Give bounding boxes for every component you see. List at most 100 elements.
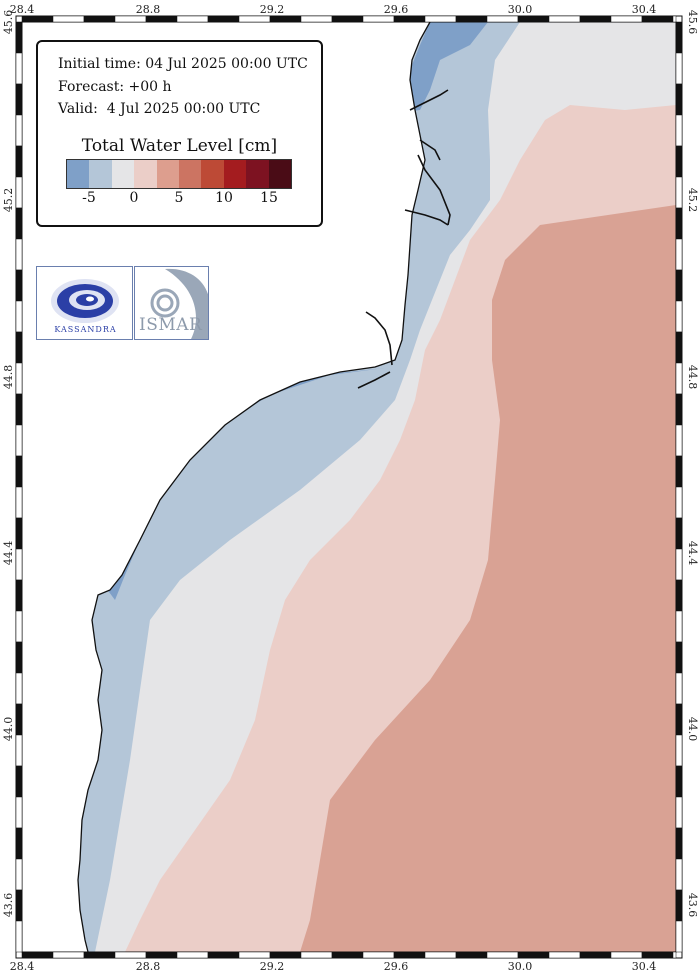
frame-tick-segment bbox=[675, 21, 683, 54]
frame-tick-segment bbox=[300, 15, 333, 23]
frame-tick-segment bbox=[579, 951, 612, 959]
frame-tick-segment bbox=[675, 331, 683, 364]
colorbar-tick-label: 0 bbox=[129, 190, 139, 206]
colorbar-swatch bbox=[89, 160, 112, 188]
frame-tick-segment bbox=[15, 300, 23, 333]
frame-tick-segment bbox=[15, 610, 23, 643]
lat-label: 45.6 bbox=[686, 10, 699, 35]
frame-tick-segment bbox=[15, 145, 23, 178]
lon-label: 29.2 bbox=[260, 3, 285, 16]
lon-label: 28.8 bbox=[136, 3, 161, 16]
colorbar-swatch bbox=[223, 160, 247, 188]
frame-tick-segment bbox=[331, 951, 364, 959]
colorbar-swatch bbox=[67, 160, 90, 188]
frame-tick-segment bbox=[675, 703, 683, 736]
frame-tick-segment bbox=[207, 951, 240, 959]
frame-tick-segment bbox=[517, 951, 550, 959]
frame-tick-segment bbox=[15, 796, 23, 829]
frame-tick-segment bbox=[15, 52, 23, 85]
lon-label: 30.4 bbox=[632, 960, 657, 973]
lon-label: 29.2 bbox=[260, 960, 285, 973]
lat-label: 45.6 bbox=[2, 10, 15, 35]
frame-tick-segment bbox=[675, 114, 683, 147]
colorbar-swatch bbox=[134, 160, 157, 188]
frame-tick-segment bbox=[83, 951, 116, 959]
frame-tick-segment bbox=[15, 672, 23, 705]
frame-tick-segment bbox=[675, 672, 683, 705]
map-frame bbox=[15, 15, 683, 959]
lon-label: 30.4 bbox=[632, 3, 657, 16]
frame-tick-segment bbox=[15, 734, 23, 767]
frame-tick-segment bbox=[269, 951, 302, 959]
frame-tick-segment bbox=[672, 15, 677, 23]
valid-time-text: Valid: 4 Jul 2025 00:00 UTC bbox=[58, 101, 261, 117]
frame-tick-segment bbox=[15, 889, 23, 922]
frame-tick-segment bbox=[15, 21, 23, 54]
frame-tick-segment bbox=[393, 15, 426, 23]
frame-tick-segment bbox=[52, 15, 85, 23]
frame-tick-segment bbox=[15, 827, 23, 860]
frame-tick-segment bbox=[15, 114, 23, 147]
frame-tick-segment bbox=[675, 517, 683, 550]
frame-tick-segment bbox=[52, 951, 85, 959]
frame-tick-segment bbox=[675, 548, 683, 581]
frame-tick-segment bbox=[675, 238, 683, 271]
frame-tick-segment bbox=[15, 765, 23, 798]
frame-tick-segment bbox=[176, 951, 209, 959]
frame-tick-segment bbox=[675, 393, 683, 426]
lon-label: 30.0 bbox=[508, 960, 533, 973]
lon-ticks-bottom: 28.4 28.8 29.2 29.6 30.0 30.4 bbox=[10, 960, 657, 973]
lon-label: 29.6 bbox=[384, 3, 409, 16]
lat-label: 44.4 bbox=[686, 541, 699, 566]
lat-ticks-right: 45.6 45.2 44.8 44.4 44.0 43.6 bbox=[686, 10, 699, 918]
frame-tick-segment bbox=[362, 15, 395, 23]
frame-tick-segment bbox=[15, 176, 23, 209]
frame-tick-segment bbox=[517, 15, 550, 23]
lat-ticks-left: 45.6 45.2 44.8 44.4 44.0 43.6 bbox=[2, 10, 15, 918]
frame-tick-segment bbox=[675, 145, 683, 178]
lat-label: 44.0 bbox=[686, 717, 699, 742]
frame-tick-segment bbox=[675, 579, 683, 612]
frame-tick-segment bbox=[675, 207, 683, 240]
frame-tick-segment bbox=[114, 951, 147, 959]
frame-tick-segment bbox=[15, 83, 23, 116]
frame-tick-segment bbox=[300, 951, 333, 959]
frame-tick-segment bbox=[672, 951, 677, 959]
frame-tick-segment bbox=[675, 300, 683, 333]
colorbar-tick-label: 5 bbox=[174, 190, 184, 206]
frame-tick-segment bbox=[393, 951, 426, 959]
lon-label: 28.8 bbox=[136, 960, 161, 973]
colorbar-swatch bbox=[179, 160, 202, 188]
initial-time-text: Initial time: 04 Jul 2025 00:00 UTC bbox=[58, 56, 308, 72]
lon-label: 28.4 bbox=[10, 960, 35, 973]
frame-tick-segment bbox=[610, 951, 643, 959]
frame-tick-segment bbox=[15, 641, 23, 674]
kassandra-swirl-icon bbox=[51, 279, 119, 323]
frame-tick-segment bbox=[548, 951, 581, 959]
frame-tick-segment bbox=[362, 951, 395, 959]
frame-tick-segment bbox=[83, 15, 116, 23]
frame-tick-segment bbox=[15, 362, 23, 395]
colorbar-swatch bbox=[111, 160, 135, 188]
frame-tick-segment bbox=[424, 15, 457, 23]
lon-ticks-top: 28.4 28.8 29.2 29.6 30.0 30.4 bbox=[10, 3, 657, 16]
frame-tick-segment bbox=[145, 951, 178, 959]
frame-tick-segment bbox=[238, 951, 271, 959]
frame-tick-segment bbox=[675, 486, 683, 519]
info-legend-panel: Initial time: 04 Jul 2025 00:00 UTC Fore… bbox=[36, 40, 323, 227]
frame-tick-segment bbox=[269, 15, 302, 23]
frame-tick-segment bbox=[15, 858, 23, 891]
frame-tick-segment bbox=[15, 517, 23, 550]
frame-tick-segment bbox=[675, 455, 683, 488]
frame-tick-segment bbox=[675, 920, 683, 953]
frame-tick-segment bbox=[15, 548, 23, 581]
frame-tick-segment bbox=[486, 951, 519, 959]
colorbar-swatch bbox=[268, 160, 292, 188]
colorbar-tick-label: -5 bbox=[82, 190, 96, 206]
frame-tick-segment bbox=[15, 238, 23, 271]
frame-tick-segment bbox=[238, 15, 271, 23]
frame-tick-segment bbox=[176, 15, 209, 23]
ismar-wave-icon bbox=[150, 268, 208, 339]
frame-tick-segment bbox=[675, 889, 683, 922]
